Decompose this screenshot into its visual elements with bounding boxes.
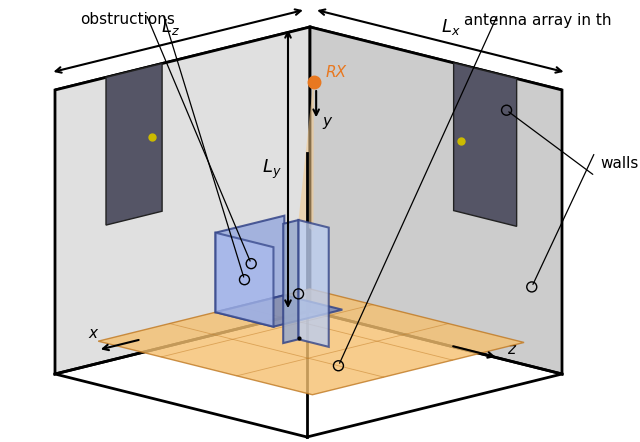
Text: $L_z$: $L_z$ <box>161 17 180 37</box>
Polygon shape <box>216 232 273 327</box>
Text: $x$: $x$ <box>88 326 100 341</box>
Text: $L_x$: $L_x$ <box>440 17 460 37</box>
Text: $y$: $y$ <box>323 115 334 131</box>
Polygon shape <box>298 220 329 347</box>
Polygon shape <box>98 289 524 395</box>
Polygon shape <box>216 216 284 312</box>
Text: RX: RX <box>326 65 347 80</box>
Text: $z$: $z$ <box>507 342 518 357</box>
Polygon shape <box>55 27 562 153</box>
Polygon shape <box>454 63 516 226</box>
Text: $L_y$: $L_y$ <box>262 157 282 181</box>
Polygon shape <box>106 64 162 225</box>
Polygon shape <box>216 295 342 327</box>
Text: antenna array in th: antenna array in th <box>464 12 612 27</box>
Polygon shape <box>284 220 298 343</box>
Polygon shape <box>298 76 314 231</box>
Text: walls: walls <box>600 156 638 171</box>
Text: obstructions: obstructions <box>81 12 175 27</box>
Polygon shape <box>55 27 310 374</box>
Polygon shape <box>310 27 562 374</box>
